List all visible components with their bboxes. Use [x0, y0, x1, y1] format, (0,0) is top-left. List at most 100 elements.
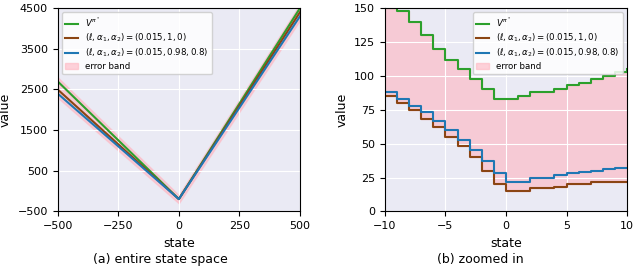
- Line: $V^{\pi^*}$: $V^{\pi^*}$: [385, 8, 627, 99]
- $V^{\pi^*}$: [502, 97, 510, 101]
- $(\ell, \alpha_1, \alpha_2) = (0.015, 0.98, 0.8)$: [172, 195, 179, 198]
- $(\ell, \alpha_1, \alpha_2) = (0.015, 0.98, 0.8)$: [165, 189, 173, 192]
- $(\ell, \alpha_1, \alpha_2) = (0.015, 1, 0)$: [478, 169, 486, 172]
- $V^{\pi^*}$: [466, 77, 474, 80]
- $(\ell, \alpha_1, \alpha_2) = (0.015, 1, 0)$: [490, 183, 498, 186]
- Line: $(\ell, \alpha_1, \alpha_2) = (0.015, 0.98, 0.8)$: $(\ell, \alpha_1, \alpha_2) = (0.015, 0.…: [385, 92, 627, 182]
- $(\ell, \alpha_1, \alpha_2) = (0.015, 1, 0)$: [66, 99, 74, 102]
- $V^{\pi^*}$: [454, 67, 461, 71]
- Text: (a) entire state space: (a) entire state space: [93, 253, 227, 266]
- $(\ell, \alpha_1, \alpha_2) = (0.015, 0.98, 0.8)$: [244, 92, 252, 95]
- $(\ell, \alpha_1, \alpha_2) = (0.015, 0.98, 0.8)$: [442, 128, 449, 132]
- $V^{\pi^*}$: [527, 91, 534, 94]
- $(\ell, \alpha_1, \alpha_2) = (0.015, 1, 0)$: [466, 156, 474, 159]
- $V^{\pi^*}$: [599, 74, 607, 78]
- Text: (b) zoomed in: (b) zoomed in: [436, 253, 524, 266]
- $(\ell, \alpha_1, \alpha_2) = (0.015, 1, 0)$: [599, 180, 607, 183]
- $V^{\pi^*}$: [175, 198, 182, 201]
- $(\ell, \alpha_1, \alpha_2) = (0.015, 0.98, 0.8)$: [175, 198, 182, 201]
- $(\ell, \alpha_1, \alpha_2) = (0.015, 1, 0)$: [454, 145, 461, 148]
- $(\ell, \alpha_1, \alpha_2) = (0.015, 1, 0)$: [296, 11, 304, 14]
- $(\ell, \alpha_1, \alpha_2) = (0.015, 1, 0)$: [611, 180, 619, 183]
- $(\ell, \alpha_1, \alpha_2) = (0.015, 0.98, 0.8)$: [289, 25, 297, 28]
- $V^{\pi^*}$: [550, 88, 558, 91]
- $V^{\pi^*}$: [54, 80, 61, 83]
- $(\ell, \alpha_1, \alpha_2) = (0.015, 1, 0)$: [289, 21, 297, 24]
- Y-axis label: value: value: [0, 93, 12, 127]
- $V^{\pi^*}$: [244, 88, 252, 91]
- $(\ell, \alpha_1, \alpha_2) = (0.015, 0.98, 0.8)$: [393, 97, 401, 101]
- $(\ell, \alpha_1, \alpha_2) = (0.015, 0.98, 0.8)$: [550, 173, 558, 176]
- $(\ell, \alpha_1, \alpha_2) = (0.015, 1, 0)$: [550, 185, 558, 189]
- $(\ell, \alpha_1, \alpha_2) = (0.015, 0.98, 0.8)$: [289, 25, 297, 28]
- $(\ell, \alpha_1, \alpha_2) = (0.015, 0.98, 0.8)$: [563, 172, 570, 175]
- $(\ell, \alpha_1, \alpha_2) = (0.015, 0.98, 0.8)$: [296, 15, 304, 18]
- $(\ell, \alpha_1, \alpha_2) = (0.015, 0.98, 0.8)$: [587, 169, 595, 172]
- $(\ell, \alpha_1, \alpha_2) = (0.015, 1, 0)$: [289, 21, 297, 25]
- $(\ell, \alpha_1, \alpha_2) = (0.015, 0.98, 0.8)$: [429, 119, 437, 122]
- $(\ell, \alpha_1, \alpha_2) = (0.015, 0.98, 0.8)$: [538, 176, 546, 179]
- $(\ell, \alpha_1, \alpha_2) = (0.015, 0.98, 0.8)$: [381, 91, 388, 94]
- $(\ell, \alpha_1, \alpha_2) = (0.015, 1, 0)$: [405, 108, 413, 111]
- $(\ell, \alpha_1, \alpha_2) = (0.015, 1, 0)$: [417, 118, 425, 121]
- $(\ell, \alpha_1, \alpha_2) = (0.015, 0.98, 0.8)$: [54, 92, 61, 95]
- $(\ell, \alpha_1, \alpha_2) = (0.015, 1, 0)$: [538, 187, 546, 190]
- $V^{\pi^*}$: [66, 92, 74, 95]
- $V^{\pi^*}$: [172, 194, 179, 198]
- $V^{\pi^*}$: [563, 84, 570, 87]
- Y-axis label: value: value: [335, 93, 348, 127]
- $V^{\pi^*}$: [289, 17, 297, 21]
- $(\ell, \alpha_1, \alpha_2) = (0.015, 0.98, 0.8)$: [490, 172, 498, 175]
- $(\ell, \alpha_1, \alpha_2) = (0.015, 1, 0)$: [54, 88, 61, 91]
- Legend: $V^{\pi^*}$, $(\ell, \alpha_1, \alpha_2) = (0.015, 1, 0)$, $(\ell, \alpha_1, \al: $V^{\pi^*}$, $(\ell, \alpha_1, \alpha_2)…: [62, 12, 212, 75]
- $(\ell, \alpha_1, \alpha_2) = (0.015, 1, 0)$: [502, 189, 510, 193]
- Line: $V^{\pi^*}$: $V^{\pi^*}$: [58, 8, 300, 199]
- $(\ell, \alpha_1, \alpha_2) = (0.015, 0.98, 0.8)$: [515, 180, 522, 183]
- Line: $(\ell, \alpha_1, \alpha_2) = (0.015, 1, 0)$: $(\ell, \alpha_1, \alpha_2) = (0.015, 1,…: [385, 96, 627, 191]
- $(\ell, \alpha_1, \alpha_2) = (0.015, 0.98, 0.8)$: [611, 166, 619, 170]
- $V^{\pi^*}$: [538, 91, 546, 94]
- X-axis label: state: state: [490, 237, 522, 250]
- $(\ell, \alpha_1, \alpha_2) = (0.015, 0.98, 0.8)$: [405, 104, 413, 107]
- $(\ell, \alpha_1, \alpha_2) = (0.015, 1, 0)$: [515, 189, 522, 193]
- $(\ell, \alpha_1, \alpha_2) = (0.015, 1, 0)$: [442, 135, 449, 138]
- $(\ell, \alpha_1, \alpha_2) = (0.015, 1, 0)$: [175, 198, 182, 201]
- $V^{\pi^*}$: [515, 95, 522, 98]
- $(\ell, \alpha_1, \alpha_2) = (0.015, 1, 0)$: [165, 189, 173, 192]
- $V^{\pi^*}$: [296, 7, 304, 10]
- Line: $(\ell, \alpha_1, \alpha_2) = (0.015, 1, 0)$: $(\ell, \alpha_1, \alpha_2) = (0.015, 1,…: [58, 12, 300, 199]
- $(\ell, \alpha_1, \alpha_2) = (0.015, 0.98, 0.8)$: [417, 111, 425, 114]
- $V^{\pi^*}$: [490, 97, 498, 101]
- $(\ell, \alpha_1, \alpha_2) = (0.015, 1, 0)$: [563, 183, 570, 186]
- $V^{\pi^*}$: [417, 34, 425, 37]
- $(\ell, \alpha_1, \alpha_2) = (0.015, 1, 0)$: [623, 180, 631, 183]
- $(\ell, \alpha_1, \alpha_2) = (0.015, 1, 0)$: [429, 126, 437, 129]
- Line: $(\ell, \alpha_1, \alpha_2) = (0.015, 0.98, 0.8)$: $(\ell, \alpha_1, \alpha_2) = (0.015, 0.…: [58, 16, 300, 199]
- $V^{\pi^*}$: [405, 20, 413, 23]
- $V^{\pi^*}$: [429, 47, 437, 50]
- $(\ell, \alpha_1, \alpha_2) = (0.015, 0.98, 0.8)$: [527, 176, 534, 179]
- $V^{\pi^*}$: [442, 58, 449, 61]
- $V^{\pi^*}$: [478, 88, 486, 91]
- $V^{\pi^*}$: [165, 188, 173, 191]
- $(\ell, \alpha_1, \alpha_2) = (0.015, 1, 0)$: [381, 95, 388, 98]
- $(\ell, \alpha_1, \alpha_2) = (0.015, 1, 0)$: [244, 90, 252, 93]
- $(\ell, \alpha_1, \alpha_2) = (0.015, 0.98, 0.8)$: [575, 170, 582, 174]
- $V^{\pi^*}$: [611, 70, 619, 73]
- $(\ell, \alpha_1, \alpha_2) = (0.015, 1, 0)$: [393, 101, 401, 105]
- $(\ell, \alpha_1, \alpha_2) = (0.015, 0.98, 0.8)$: [623, 166, 631, 170]
- $(\ell, \alpha_1, \alpha_2) = (0.015, 0.98, 0.8)$: [466, 149, 474, 152]
- $V^{\pi^*}$: [623, 67, 631, 71]
- $V^{\pi^*}$: [289, 18, 297, 21]
- X-axis label: state: state: [163, 237, 195, 250]
- $(\ell, \alpha_1, \alpha_2) = (0.015, 0.98, 0.8)$: [502, 180, 510, 183]
- $(\ell, \alpha_1, \alpha_2) = (0.015, 0.98, 0.8)$: [66, 103, 74, 106]
- $(\ell, \alpha_1, \alpha_2) = (0.015, 0.98, 0.8)$: [454, 138, 461, 141]
- $(\ell, \alpha_1, \alpha_2) = (0.015, 1, 0)$: [587, 180, 595, 183]
- $(\ell, \alpha_1, \alpha_2) = (0.015, 0.98, 0.8)$: [478, 160, 486, 163]
- $V^{\pi^*}$: [393, 9, 401, 12]
- Legend: $V^{\pi^*}$, $(\ell, \alpha_1, \alpha_2) = (0.015, 1, 0)$, $(\ell, \alpha_1, \al: $V^{\pi^*}$, $(\ell, \alpha_1, \alpha_2)…: [473, 12, 623, 75]
- $V^{\pi^*}$: [587, 77, 595, 80]
- $(\ell, \alpha_1, \alpha_2) = (0.015, 1, 0)$: [575, 183, 582, 186]
- $(\ell, \alpha_1, \alpha_2) = (0.015, 0.98, 0.8)$: [599, 168, 607, 171]
